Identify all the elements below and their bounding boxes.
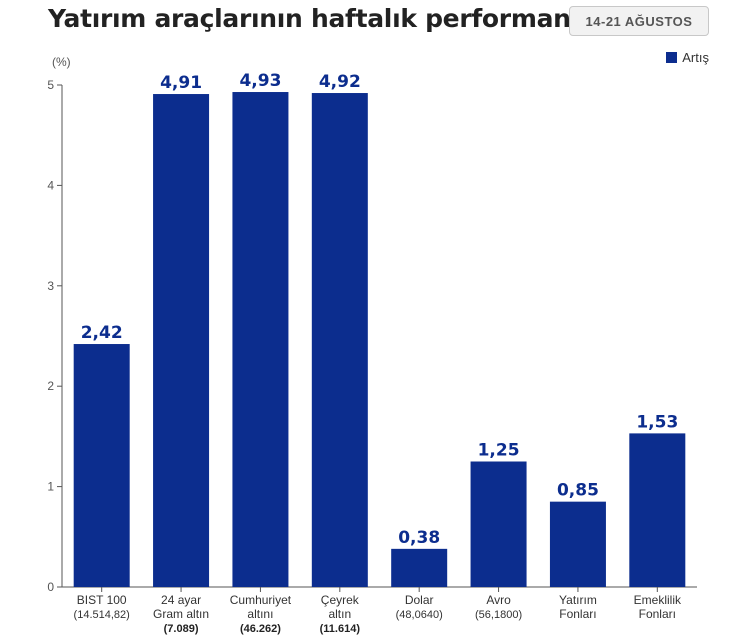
category-label: Fonları [639, 607, 676, 621]
bar [470, 461, 527, 587]
y-tick-label: 5 [47, 78, 54, 92]
category-sublabel: (14.514,82) [74, 609, 130, 621]
bar-value-label: 1,53 [636, 412, 678, 432]
category-label: Avro [486, 593, 511, 607]
category-sublabel: (7.089) [164, 623, 199, 635]
category-label: Fonları [559, 607, 596, 621]
bar [232, 92, 289, 587]
category-label: Cumhuriyet [230, 593, 292, 607]
category-sublabel: (56,1800) [475, 609, 522, 621]
category-sublabel: (46.262) [240, 623, 281, 635]
bar-value-label: 0,38 [398, 528, 440, 548]
bar [73, 344, 130, 587]
legend-swatch [666, 52, 678, 63]
bar-value-label: 1,25 [478, 441, 520, 461]
category-label: BIST 100 [77, 593, 127, 607]
category-label: altını [247, 607, 273, 621]
y-tick-label: 3 [47, 279, 54, 293]
bar-value-label: 2,42 [81, 323, 123, 343]
bar [549, 501, 606, 587]
bar [629, 433, 686, 587]
y-axis-label: (%) [52, 55, 71, 69]
chart-title: Yatırım araçlarının haftalık performansı [48, 4, 594, 33]
category-label: altın [328, 607, 351, 621]
category-label: Çeyrek [321, 593, 360, 607]
category-label: Emeklilik [634, 593, 682, 607]
bar [311, 93, 368, 588]
y-tick-label: 1 [47, 480, 54, 494]
bar-value-label: 0,85 [557, 481, 599, 501]
category-label: 24 ayar [161, 593, 201, 607]
bar-value-label: 4,92 [319, 72, 361, 92]
bar-value-label: 4,91 [160, 73, 202, 93]
category-sublabel: (11.614) [320, 623, 361, 635]
y-tick-label: 0 [47, 580, 54, 594]
legend-label: Artış [682, 50, 709, 65]
category-label: Gram altın [153, 607, 209, 621]
y-tick-label: 2 [47, 379, 54, 393]
bar [391, 548, 448, 587]
category-sublabel: (48,0640) [396, 609, 443, 621]
bar [153, 94, 210, 587]
legend: Artış [666, 50, 709, 65]
date-range-badge: 14-21 AĞUSTOS [569, 6, 709, 36]
category-label: Dolar [405, 593, 434, 607]
bar-value-label: 4,93 [239, 71, 281, 91]
y-tick-label: 4 [47, 178, 54, 192]
category-label: Yatırım [559, 593, 597, 607]
